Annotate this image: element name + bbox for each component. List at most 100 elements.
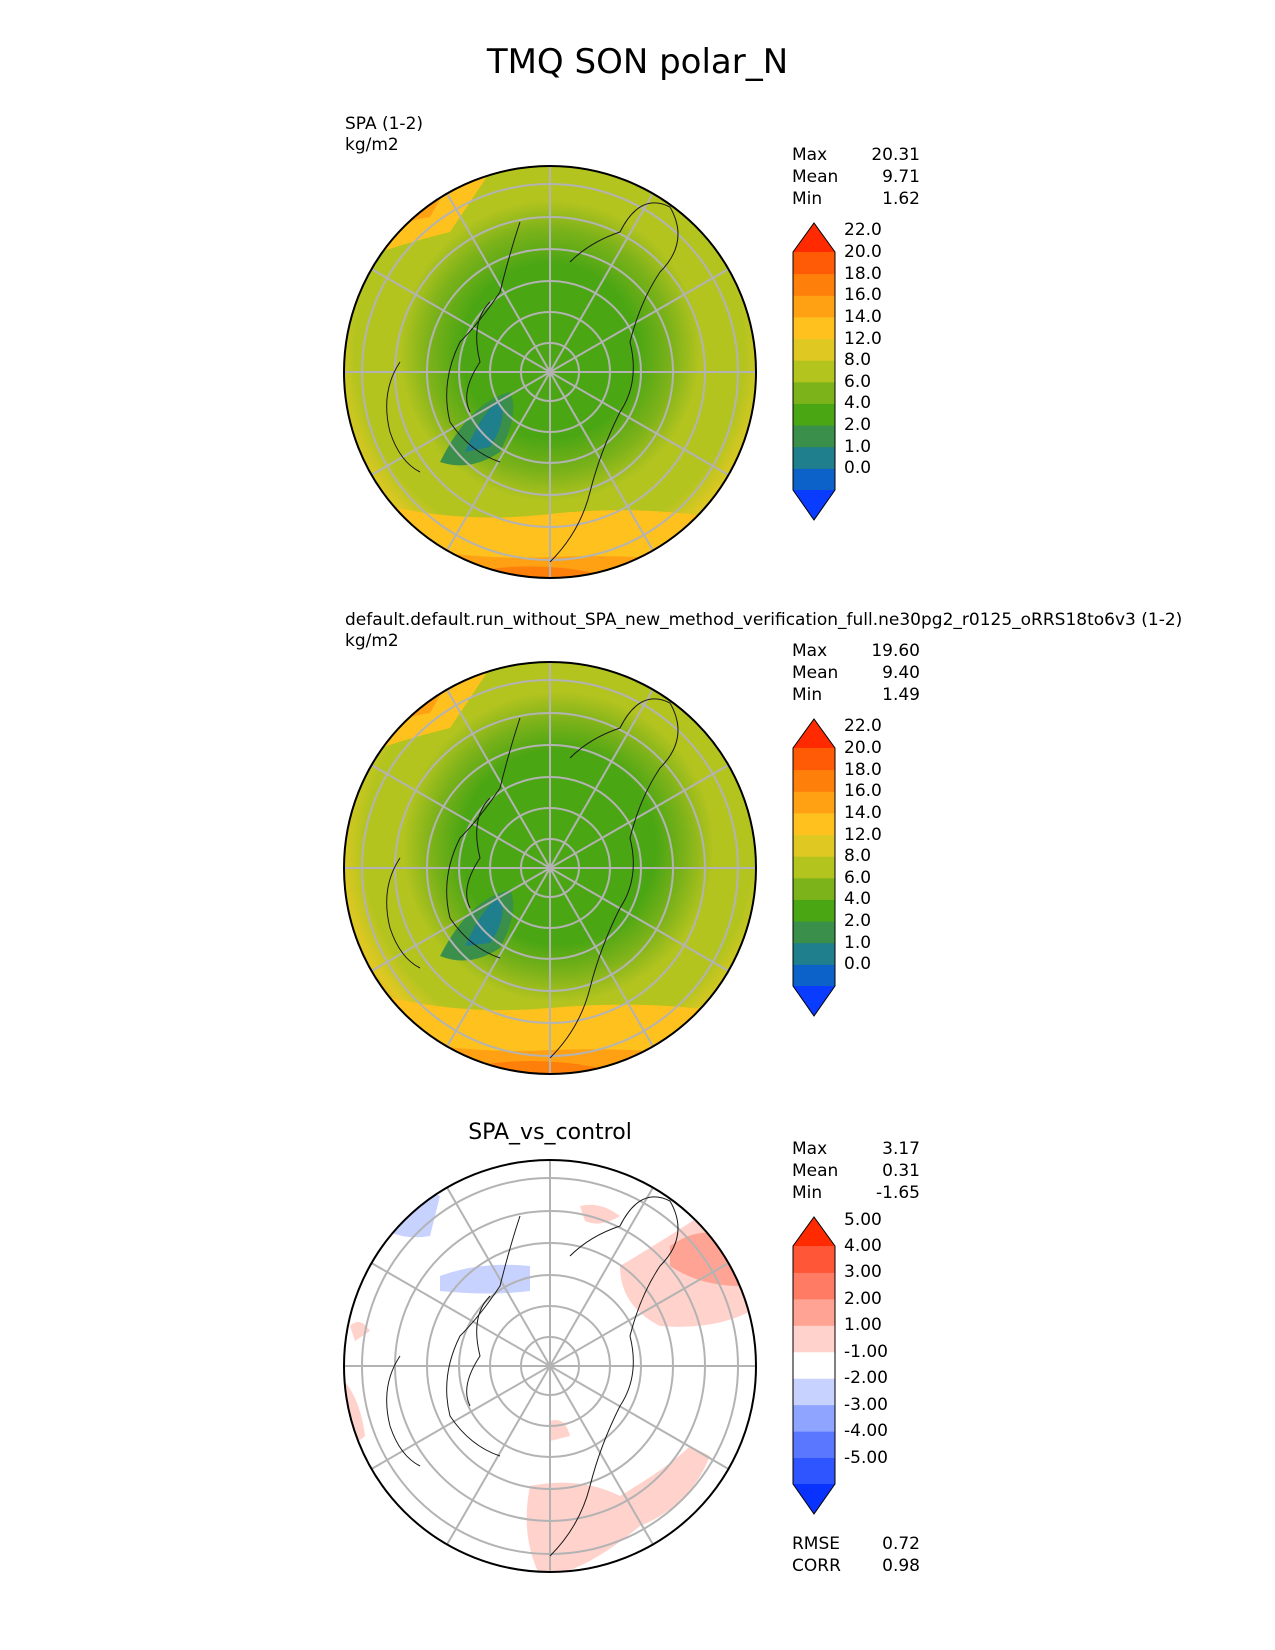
polar-map-difference bbox=[343, 1159, 757, 1573]
colorbar-tick-label: 20.0 bbox=[844, 738, 882, 758]
colorbar-tick-label: 0.0 bbox=[844, 954, 872, 975]
colorbar-bin bbox=[793, 942, 835, 965]
colorbar-outline bbox=[792, 222, 836, 521]
colorbar-tick-label: 6.0 bbox=[844, 867, 872, 888]
colorbar-bin bbox=[793, 446, 835, 469]
colorbar-tick-label: 14.0 bbox=[844, 306, 882, 327]
stats-reference: Max 19.60 Mean 9.40 Min 1.49 bbox=[792, 640, 920, 706]
colorbar-bin bbox=[793, 295, 835, 318]
stat-value: 0.31 bbox=[882, 1161, 920, 1181]
stat-label: Max bbox=[792, 1139, 828, 1159]
colorbar-bin bbox=[793, 1404, 835, 1432]
colorbar-bin bbox=[793, 1351, 835, 1379]
colorbar-difference: -5.00 -4.00 -3.00 -2.00 -1.00 1.00 2.00 3.00 4.0… bbox=[792, 1210, 912, 1515]
stat-value: 1.62 bbox=[882, 189, 920, 209]
metric-value: 0.98 bbox=[882, 1556, 920, 1576]
colorbar-bin bbox=[793, 252, 835, 275]
colorbar-tick-label: 4.0 bbox=[844, 393, 872, 414]
colorbar-tick-label: 16.0 bbox=[844, 781, 882, 802]
colorbar-tick-label: 1.0 bbox=[844, 436, 872, 457]
panel-test-units: kg/m2 bbox=[345, 135, 399, 155]
metric-label: CORR bbox=[792, 1556, 841, 1576]
colorbar-tick-label: 8.0 bbox=[844, 350, 872, 371]
colorbar-tick-label: 0.0 bbox=[844, 458, 872, 479]
colorbar-tick-label: -3.00 bbox=[844, 1394, 888, 1415]
colorbar-bin bbox=[793, 360, 835, 383]
colorbar-bin bbox=[793, 921, 835, 944]
panel-title-difference: SPA_vs_control bbox=[468, 1120, 632, 1145]
stat-value: 19.60 bbox=[871, 641, 920, 661]
panel-title-reference: default.default.run_without_SPA_new_meth… bbox=[345, 610, 1182, 652]
colorbar-tick-label: 2.00 bbox=[844, 1288, 882, 1309]
colorbar-tick-label: 12.0 bbox=[844, 824, 882, 845]
colorbar-graphic bbox=[792, 1216, 836, 1515]
colorbar-bin bbox=[793, 1246, 835, 1273]
colorbar-tick-label: 4.00 bbox=[844, 1236, 882, 1256]
colorbar-outline bbox=[792, 718, 836, 1017]
colorbar-extend-min bbox=[793, 1484, 835, 1514]
colorbar-tick-label: 22.0 bbox=[844, 716, 882, 737]
figure-title: TMQ SON polar_N bbox=[486, 42, 789, 82]
stat-label: Mean bbox=[792, 663, 839, 683]
stat-value: 9.71 bbox=[882, 167, 920, 187]
colorbar-bin bbox=[793, 316, 835, 340]
colorbar-extend-min bbox=[793, 490, 835, 520]
stats-difference: Max 3.17 Mean 0.31 Min -1.65 bbox=[792, 1138, 920, 1204]
metrics-difference: RMSE 0.72 CORR 0.98 bbox=[792, 1533, 920, 1577]
colorbar-tick-label: 18.0 bbox=[844, 263, 882, 284]
colorbar-tick-label: 1.0 bbox=[844, 932, 872, 953]
colorbar-bin bbox=[793, 748, 835, 771]
colorbar-bin bbox=[793, 425, 835, 448]
stat-value: 1.49 bbox=[882, 685, 920, 705]
stat-value: 20.31 bbox=[871, 145, 920, 165]
stat-label: Min bbox=[792, 685, 823, 705]
colorbar-bin bbox=[793, 769, 835, 792]
stat-value: 3.17 bbox=[882, 1139, 920, 1159]
stat-value: -1.65 bbox=[876, 1183, 920, 1203]
colorbar-tick-label: 2.0 bbox=[844, 911, 872, 932]
colorbar-extend-min bbox=[793, 986, 835, 1016]
colorbar-graphic bbox=[792, 222, 836, 521]
panel-title-test: SPA (1-2) kg/m2 bbox=[345, 114, 423, 156]
colorbar-bin bbox=[793, 812, 835, 836]
polar-map-test bbox=[343, 165, 757, 579]
colorbar-test: 0.0 1.0 2.0 4.0 6.0 8.0 12.0 14.0 16.0 18.0 20.0 22… bbox=[792, 220, 912, 521]
colorbar-bin bbox=[793, 1298, 835, 1326]
metric-value: 0.72 bbox=[882, 1534, 920, 1554]
stat-label: Max bbox=[792, 641, 828, 661]
stat-label: Mean bbox=[792, 1161, 839, 1181]
colorbar-tick-label: 2.0 bbox=[844, 415, 872, 436]
colorbar-extend-max bbox=[793, 223, 835, 252]
colorbar-tick-label: 5.00 bbox=[844, 1209, 882, 1230]
colorbar-outline bbox=[792, 1216, 836, 1515]
colorbar-bin bbox=[793, 899, 835, 922]
stat-label: Min bbox=[792, 189, 823, 209]
colorbar-tick-label: 20.0 bbox=[844, 242, 882, 262]
colorbar-tick-label: 1.00 bbox=[844, 1315, 882, 1336]
colorbar-bin bbox=[793, 338, 835, 361]
colorbar-bin bbox=[793, 1378, 835, 1406]
colorbar-bin bbox=[793, 468, 835, 491]
colorbar-bin bbox=[793, 834, 835, 857]
colorbar-bin bbox=[793, 964, 835, 987]
colorbar-tick-label: 3.00 bbox=[844, 1262, 882, 1283]
stat-label: Max bbox=[792, 145, 828, 165]
stat-label: Mean bbox=[792, 167, 839, 187]
metric-label: RMSE bbox=[792, 1534, 841, 1554]
polar-map-reference bbox=[343, 661, 757, 1075]
colorbar-tick-label: 4.0 bbox=[844, 889, 872, 910]
colorbar-tick-label: 6.0 bbox=[844, 371, 872, 392]
colorbar-bin bbox=[793, 1325, 835, 1353]
colorbar-bin bbox=[793, 273, 835, 296]
stat-value: 9.40 bbox=[882, 663, 920, 683]
colorbar-extend-max bbox=[793, 1217, 835, 1246]
colorbar-tick-label: 12.0 bbox=[844, 328, 882, 349]
colorbar-tick-label: 8.0 bbox=[844, 846, 872, 867]
colorbar-tick-label: 18.0 bbox=[844, 759, 882, 780]
colorbar-tick-label: 16.0 bbox=[844, 285, 882, 306]
colorbar-bin bbox=[793, 1431, 835, 1459]
colorbar-tick-label: -5.00 bbox=[844, 1447, 888, 1468]
stats-test: Max 20.31 Mean 9.71 Min 1.62 bbox=[792, 144, 920, 210]
colorbar-tick-label: -4.00 bbox=[844, 1421, 888, 1442]
colorbar-bin bbox=[793, 381, 835, 404]
